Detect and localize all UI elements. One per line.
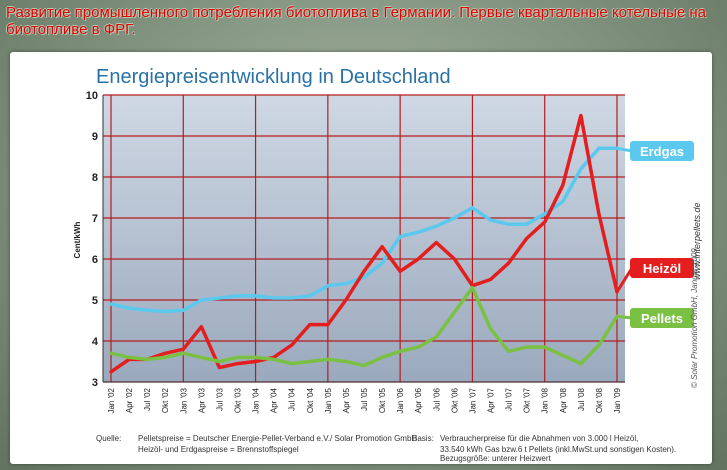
chart-figure: Energiepreisentwicklung in Deutschland 3… <box>10 52 712 464</box>
legend-label: Pellets <box>641 311 683 326</box>
x-tick-label: Apr '03 <box>197 387 206 413</box>
legend-label: Erdgas <box>640 144 684 159</box>
x-tick-label: Jul '07 <box>505 387 514 410</box>
x-tick-label: Okt '08 <box>595 387 604 413</box>
y-tick-label: 9 <box>92 131 98 143</box>
x-tick-label: Jan '08 <box>541 387 550 413</box>
basis-label: Basis: <box>412 434 434 444</box>
x-tick-label: Apr '06 <box>414 387 423 413</box>
basis-line-1: Verbraucherpreise für die Abnahmen von 3… <box>440 434 638 444</box>
line-chart: 3 4 5 6 7 8 9 10 Jan '02 Apr '02 Jul '02 Okt '02 Ja… <box>10 52 712 464</box>
x-tick-label: Jan '02 <box>107 387 116 413</box>
x-tick-label: Jan '03 <box>179 387 188 413</box>
source-line-2: Heizöl- und Erdgaspreise = Brennstoffspi… <box>138 445 299 455</box>
x-tick-label: Okt '03 <box>234 387 243 413</box>
x-tick-label: Apr '08 <box>559 387 568 413</box>
y-tick-label: 8 <box>92 172 98 184</box>
y-axis-label: Cent/kWh <box>73 221 82 258</box>
x-tick-label: Jan '06 <box>396 387 405 413</box>
x-tick-label: Okt '02 <box>161 387 170 413</box>
x-tick-label: Okt '04 <box>306 387 315 413</box>
plot-area <box>103 95 625 382</box>
x-tick-label: Okt '05 <box>378 387 387 413</box>
x-tick-label: Jul '06 <box>432 387 441 410</box>
slide-title: Развитие промышленного потребления биото… <box>6 4 721 38</box>
x-tick-label: Jan '07 <box>468 387 477 413</box>
copyright-text: © Solar Promotion GmbH, Januar 2009 <box>690 248 699 388</box>
x-tick-label: Okt '06 <box>450 387 459 413</box>
x-tick-label: Apr '04 <box>270 387 279 413</box>
x-tick-label: Jul '02 <box>143 387 152 410</box>
x-tick-label: Jul '03 <box>215 387 224 410</box>
series-leader <box>617 316 632 318</box>
y-tick-label: 6 <box>92 254 98 266</box>
x-tick-label: Jan '04 <box>252 387 261 413</box>
y-tick-label: 3 <box>92 377 98 389</box>
legend-label: Heizöl <box>643 261 681 276</box>
x-tick-label: Jul '04 <box>288 387 297 410</box>
source-line-1: Pelletspreise = Deutscher Energie-Pellet… <box>138 434 417 444</box>
x-tick-label: Apr '05 <box>342 387 351 413</box>
x-tick-label: Jan '05 <box>324 387 333 413</box>
y-tick-label: 4 <box>92 336 99 348</box>
x-tick-label: Jul '08 <box>577 387 586 410</box>
x-tick-label: Apr '07 <box>487 387 496 413</box>
x-tick-label: Jul '05 <box>360 387 369 410</box>
y-tick-label: 7 <box>92 213 98 225</box>
y-tick-label: 5 <box>92 295 98 307</box>
y-tick-label: 10 <box>86 90 98 102</box>
x-tick-label: Jan '09 <box>613 387 622 413</box>
x-tick-label: Apr '02 <box>125 387 134 413</box>
source-label: Quelle: <box>96 434 121 444</box>
x-tick-label: Okt '07 <box>523 387 532 413</box>
basis-line-3: Bezugsgröße: unterer Heizwert <box>440 454 551 464</box>
